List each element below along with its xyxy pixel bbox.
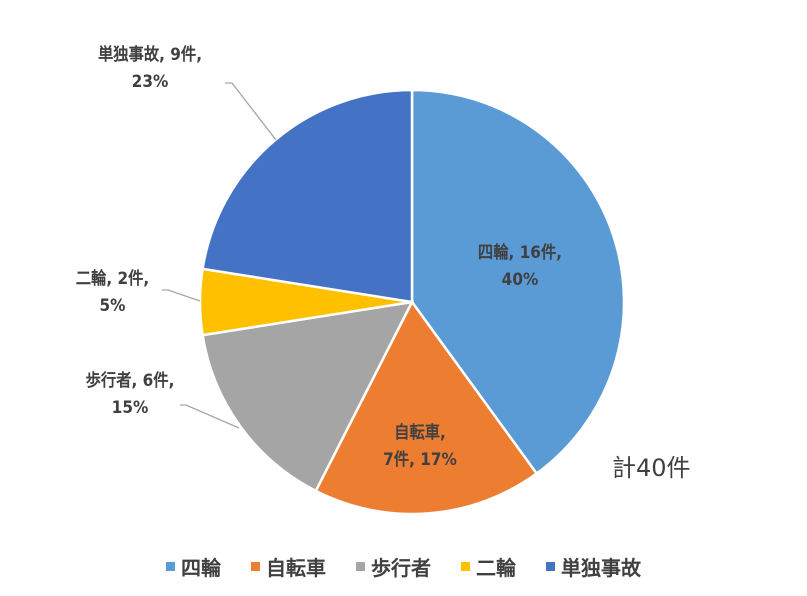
label-line: 7件, 17% [383,450,457,470]
legend-swatch-icon [461,562,470,571]
label-line: 歩行者, 6件, [85,371,175,391]
label-line: 自転車, [394,423,446,443]
leader-line-single [225,82,277,141]
legend-item-bicycle: 自転車 [251,552,326,581]
label-line: 四輪, 16件, [477,243,563,263]
total-count-label: 計40件 [612,454,691,482]
label-line: 40% [501,270,539,290]
pie-slice-pedestrian [201,300,415,493]
legend-swatch-icon [166,562,175,571]
legend-label: 二輪 [476,556,516,580]
data-label-bicycle: 自転車, 7件, 17% [371,420,470,474]
pie-slices [198,88,626,516]
label-line: 15% [111,398,149,418]
data-label-motorcycle: 二輪, 2件, 5% [56,266,169,320]
pie-slice-bicycle [314,299,539,516]
label-line: 二輪, 2件, [75,269,150,289]
legend-item-pedestrian: 歩行者 [356,552,431,581]
data-label-four-wheel: 四輪, 16件, 40% [462,240,579,294]
legend-swatch-icon [251,562,260,571]
label-line: 23% [131,72,169,92]
legend-label: 自転車 [266,556,326,580]
pie-slice-four-wheel [410,88,626,476]
label-line: 5% [99,296,126,316]
leader-line-motorcycle [162,289,201,302]
legend-label: 四輪 [181,556,221,580]
pie-slice-single-accident [201,88,414,304]
leader-line-pedestrian [180,404,240,429]
chart-legend: 四輪 自転車 歩行者 二輪 単独事故 [0,552,807,581]
legend-item-single-accident: 単独事故 [546,552,641,581]
legend-label: 歩行者 [371,556,431,580]
legend-item-four-wheel: 四輪 [166,552,221,581]
legend-swatch-icon [546,562,555,571]
label-line: 単独事故, 9件, [97,45,203,65]
legend-label: 単独事故 [561,556,641,580]
legend-item-motorcycle: 二輪 [461,552,516,581]
leader-lines [162,82,277,429]
legend-swatch-icon [356,562,365,571]
data-label-pedestrian: 歩行者, 6件, 15% [67,368,193,422]
data-label-single-accident: 単独事故, 9件, 23% [78,42,222,96]
